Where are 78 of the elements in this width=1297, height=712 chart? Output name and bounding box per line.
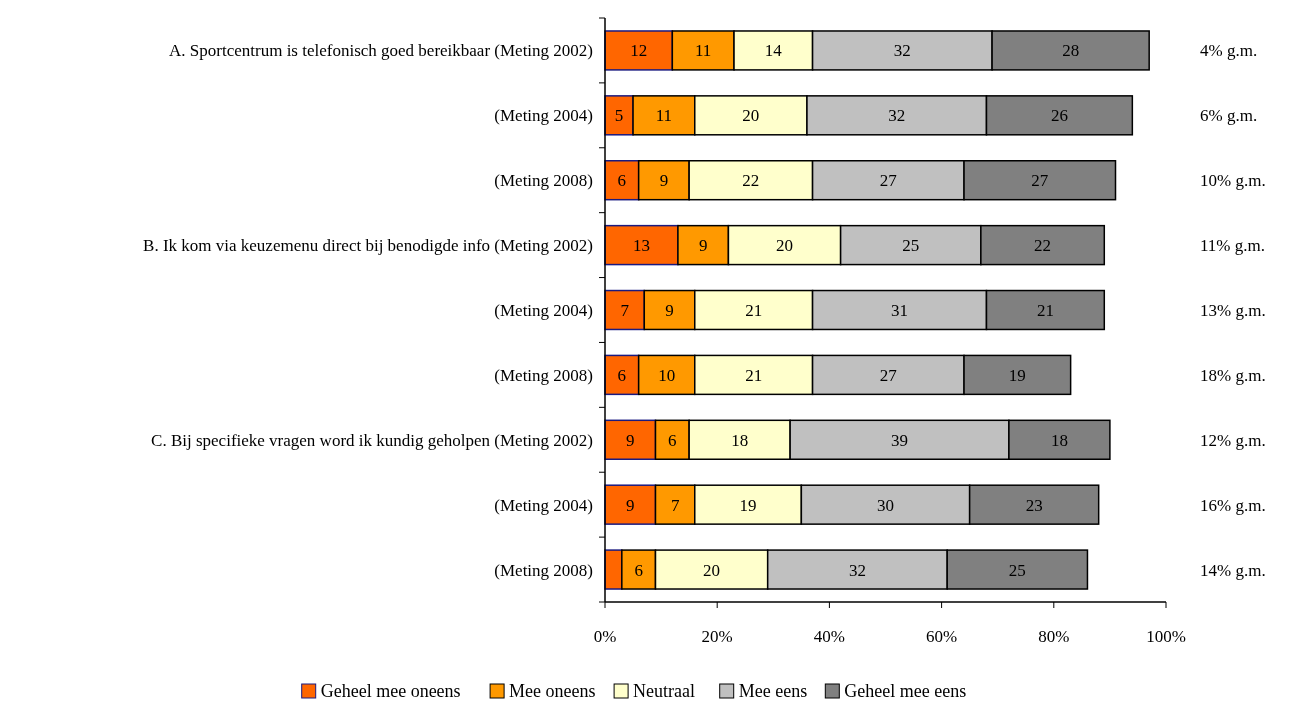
data-label: 31 [891, 300, 909, 320]
data-label: 11 [694, 41, 712, 61]
text: 11% g.m. [1200, 236, 1266, 256]
x-tick-label: 0% [593, 627, 617, 646]
x-tick-label: 20% [701, 627, 733, 646]
bar [604, 484, 657, 525]
x-tick-label: 100% [1146, 627, 1186, 646]
data-label: 19 [739, 495, 757, 515]
data-label: 6 [617, 365, 627, 385]
data-label: 20 [742, 106, 760, 126]
data-label: 18 [731, 430, 749, 450]
data-label: 21 [1036, 300, 1054, 320]
data-label: 19 [1008, 365, 1026, 385]
y-tick-label: C. Bij specifieke vragen word ik kundig geholpen (Meting 2002) [151, 430, 593, 450]
bar [604, 289, 646, 331]
bar [604, 224, 679, 266]
legend-label: Mee oneens [509, 681, 596, 701]
data-label: 27 [1031, 171, 1049, 191]
data-label: 32 [893, 41, 911, 61]
legend-label: Geheel mee eens [844, 681, 967, 701]
x-tick-label: 40% [813, 627, 845, 646]
y-tick-label: (Meting 2004) [494, 300, 593, 320]
text: 14% g.m. [1200, 560, 1266, 580]
text: 12% g.m. [1200, 430, 1266, 450]
data-label: 18 [1050, 430, 1068, 450]
y-tick-label: B. Ik kom via keuzemenu direct bij benodigde info (Meting 2002) [143, 236, 593, 256]
text: 10% g.m. [1200, 171, 1266, 191]
data-label: 12 [630, 41, 648, 61]
data-label: 9 [665, 300, 674, 320]
data-label: 21 [745, 365, 763, 385]
data-label: 22 [742, 171, 760, 191]
data-label: 30 [877, 495, 894, 515]
x-tick-label: 80% [1038, 627, 1070, 646]
data-label: 39 [891, 430, 909, 450]
data-label: 32 [848, 560, 866, 580]
data-label: 28 [1062, 41, 1080, 61]
text: 18% g.m. [1200, 365, 1266, 385]
data-label: 7 [620, 300, 630, 320]
data-label: 23 [1025, 495, 1043, 515]
data-label: 6 [668, 430, 677, 450]
data-label: 21 [745, 300, 763, 320]
text: 13% g.m. [1200, 300, 1266, 320]
data-label: 14 [764, 41, 783, 61]
legend-label: Neutraal [633, 681, 696, 701]
y-tick-label: (Meting 2004) [494, 106, 593, 126]
data-label: 25 [902, 236, 920, 256]
text: 6% g.m. [1200, 106, 1258, 126]
data-label: 20 [703, 560, 721, 580]
y-tick-label: (Meting 2008) [494, 560, 593, 580]
y-tick-label: (Meting 2004) [494, 495, 593, 515]
text: 16% g.m. [1200, 495, 1266, 515]
data-label: 9 [625, 430, 635, 450]
data-label: 27 [879, 171, 898, 191]
y-tick-label: (Meting 2008) [494, 171, 593, 191]
data-label: 6 [634, 560, 643, 580]
bar [604, 419, 657, 460]
data-label: 25 [1008, 560, 1026, 580]
data-label: 5 [614, 106, 624, 126]
x-tick-label: 60% [926, 627, 958, 646]
data-label: 26 [1050, 106, 1068, 126]
data-label: 9 [625, 495, 635, 515]
data-label: 11 [655, 106, 673, 126]
y-tick-label: A. Sportcentrum is telefonisch goed bereikbaar (Meting 2002) [169, 41, 593, 61]
data-label: 20 [776, 236, 794, 256]
data-label: 9 [659, 171, 669, 191]
data-label: 10 [658, 365, 676, 385]
legend-label: Mee eens [738, 681, 808, 701]
bar [604, 30, 674, 71]
data-label: 27 [879, 365, 898, 385]
text: 4% g.m. [1200, 41, 1258, 61]
y-tick-label: (Meting 2008) [494, 365, 593, 385]
data-label: 6 [617, 171, 627, 191]
data-label: 7 [670, 495, 680, 515]
legend-label: Geheel mee oneens [320, 681, 461, 701]
data-label: 22 [1034, 236, 1052, 256]
data-label: 32 [888, 106, 906, 126]
data-label: 13 [632, 236, 650, 256]
data-label: 9 [698, 236, 708, 256]
